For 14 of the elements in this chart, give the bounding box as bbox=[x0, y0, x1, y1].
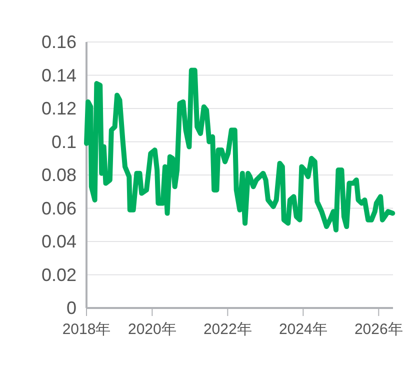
y-tick-label: 0.12 bbox=[41, 98, 76, 118]
y-tick-label: 0.1 bbox=[51, 132, 76, 152]
x-tick-label: 2020年 bbox=[128, 321, 176, 338]
y-tick-label: 0.06 bbox=[41, 198, 76, 218]
y-tick-label: 0.02 bbox=[41, 264, 76, 285]
y-tick-label: 0.08 bbox=[41, 165, 76, 185]
x-tick-label: 2026年 bbox=[354, 321, 403, 338]
x-tick-label: 2024年 bbox=[278, 321, 328, 338]
x-tick-label: 2022年 bbox=[203, 321, 252, 338]
y-tick-label: 0.04 bbox=[41, 232, 76, 252]
y-tick-label: 0.16 bbox=[41, 32, 76, 52]
y-tick-label: 0.14 bbox=[41, 65, 76, 86]
y-tick-label: 0 bbox=[66, 298, 76, 318]
x-tick-label: 2018年 bbox=[62, 321, 111, 338]
